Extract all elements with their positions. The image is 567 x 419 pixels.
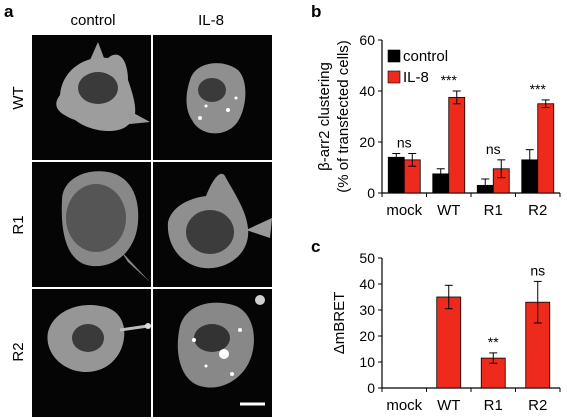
chart-c: 0 10 20 30 40 50 mock WT R1 R2 ** ns ΔmBRET bbox=[331, 250, 561, 414]
y-tick-label: 60 bbox=[359, 32, 375, 48]
micrograph-r1-control bbox=[61, 171, 150, 282]
micrograph-wt-control bbox=[56, 42, 150, 132]
y-tick-label: 50 bbox=[359, 250, 375, 266]
y-axis-label-line: ΔmBRET bbox=[331, 292, 348, 355]
significance-label: ** bbox=[488, 334, 499, 350]
x-tick-label: WT bbox=[437, 397, 460, 414]
panel-c-label: c bbox=[311, 237, 320, 256]
micrograph-r1-il8 bbox=[167, 173, 272, 269]
significance-label: ns bbox=[530, 262, 545, 278]
column-label-control: control bbox=[70, 12, 115, 29]
y-tick-label: 40 bbox=[359, 83, 375, 99]
bar bbox=[436, 296, 462, 389]
column-label-il8: IL-8 bbox=[198, 12, 224, 29]
y-tick-label: 40 bbox=[359, 276, 375, 292]
panel-a-label: a bbox=[4, 2, 14, 21]
micrograph-r2-control bbox=[47, 305, 151, 372]
legend-label: IL-8 bbox=[403, 69, 429, 86]
y-axis-label-line: β-arr2 clustering bbox=[316, 62, 333, 171]
significance-label: *** bbox=[441, 72, 458, 88]
x-tick-label: R1 bbox=[484, 397, 503, 414]
significance-label: ns bbox=[486, 141, 501, 157]
y-axis-label: ΔmBRET bbox=[331, 292, 348, 355]
y-axis-label: β-arr2 clustering (% of transfected cells… bbox=[316, 40, 352, 193]
micrograph-grid bbox=[32, 35, 272, 417]
significance-label: ns bbox=[397, 134, 412, 150]
legend-label: control bbox=[403, 48, 448, 65]
legend-swatch bbox=[387, 49, 401, 63]
y-tick-label: 30 bbox=[359, 302, 375, 318]
micrograph-r2-il8 bbox=[177, 295, 265, 388]
chart-b: 0 20 40 60 mock WT R1 R2 ns *** ns *** β-arr2 cluste… bbox=[316, 32, 561, 219]
micrograph-wt-il8 bbox=[186, 63, 246, 134]
y-tick-label: 0 bbox=[367, 185, 375, 201]
bar bbox=[537, 103, 555, 194]
row-label-r2: R2 bbox=[10, 342, 27, 361]
x-tick-label: mock bbox=[386, 397, 422, 414]
significance-label: *** bbox=[530, 81, 547, 97]
y-tick-label: 0 bbox=[367, 380, 375, 396]
x-tick-label: mock bbox=[386, 202, 422, 219]
y-axis-label-line: (% of transfected cells) bbox=[335, 40, 352, 193]
y-tick-label: 20 bbox=[359, 328, 375, 344]
x-tick-label: R2 bbox=[528, 397, 547, 414]
row-label-r1: R1 bbox=[10, 215, 27, 234]
panel-b-label: b bbox=[311, 2, 321, 21]
x-tick-label: R1 bbox=[484, 202, 503, 219]
x-tick-label: WT bbox=[437, 202, 460, 219]
x-tick-label: R2 bbox=[528, 202, 547, 219]
bar bbox=[448, 96, 466, 194]
y-tick-label: 10 bbox=[359, 354, 375, 370]
legend-swatch bbox=[387, 70, 401, 84]
row-label-wt: WT bbox=[10, 86, 27, 109]
bar bbox=[387, 156, 405, 194]
y-tick-label: 20 bbox=[359, 134, 375, 150]
